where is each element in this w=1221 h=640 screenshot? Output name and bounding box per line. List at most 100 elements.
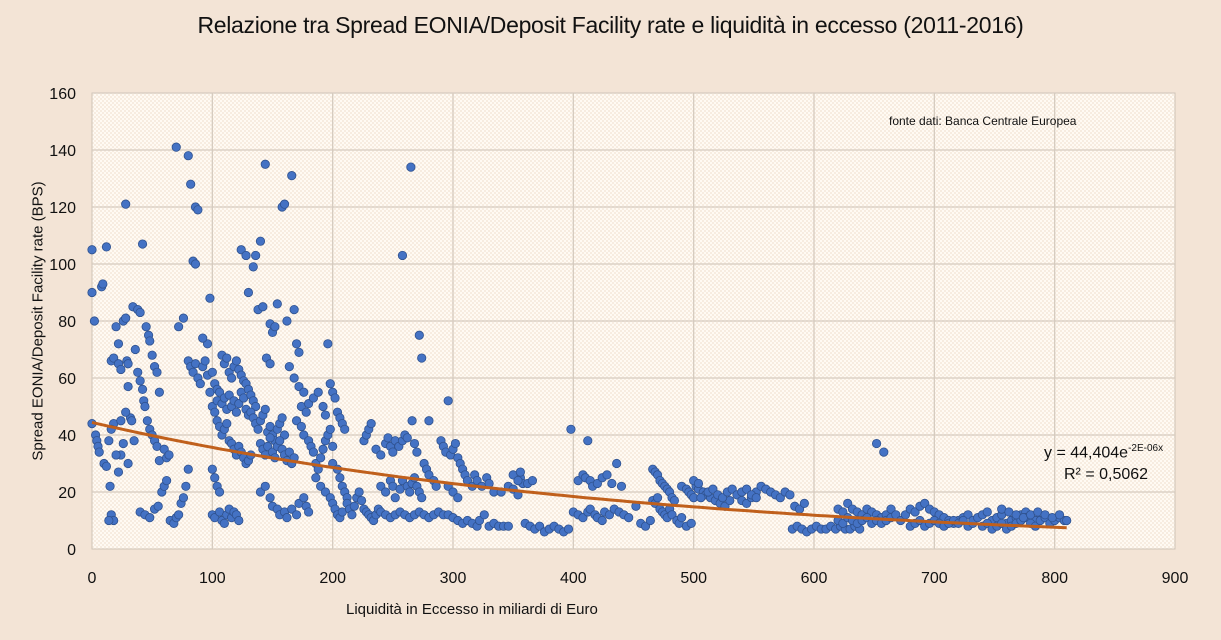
data-point	[335, 473, 345, 483]
data-point	[287, 171, 297, 181]
data-point	[356, 495, 367, 506]
data-point	[289, 304, 299, 315]
data-point	[402, 433, 412, 443]
data-point	[417, 353, 427, 363]
chart-title: Relazione tra Spread EONIA/Deposit Facil…	[197, 12, 1024, 38]
x-tick-label: 200	[319, 570, 346, 587]
y-tick-label: 100	[49, 257, 76, 274]
data-point	[299, 493, 309, 503]
data-point	[583, 436, 593, 446]
data-point	[751, 493, 761, 503]
data-point	[340, 424, 350, 434]
x-tick-label: 0	[88, 570, 97, 587]
data-point	[284, 361, 294, 372]
data-point	[265, 433, 275, 443]
data-point	[174, 510, 184, 520]
data-point	[231, 407, 241, 417]
data-point	[121, 313, 131, 323]
data-point	[123, 359, 133, 369]
x-tick-label: 800	[1041, 570, 1068, 587]
data-point	[453, 493, 463, 503]
data-point	[607, 478, 617, 489]
data-point	[527, 475, 538, 486]
data-point	[325, 424, 335, 434]
data-point	[186, 179, 196, 189]
y-tick-label: 80	[58, 314, 76, 331]
data-point	[265, 359, 275, 369]
data-point	[652, 493, 663, 503]
y-tick-label: 20	[58, 485, 76, 502]
data-point	[87, 245, 97, 255]
data-point	[450, 438, 461, 449]
data-point	[390, 493, 400, 503]
data-point	[296, 421, 306, 432]
data-point	[174, 322, 184, 332]
data-point	[258, 302, 268, 312]
data-point	[135, 307, 145, 318]
data-point	[330, 393, 340, 403]
data-point	[686, 518, 696, 528]
x-tick-label: 400	[560, 570, 587, 587]
data-point	[116, 416, 126, 426]
data-point	[311, 473, 321, 483]
data-point	[133, 367, 143, 377]
trendline-equation: y = 44,404e-2E-06x	[1044, 443, 1163, 462]
data-point	[407, 416, 417, 426]
data-point	[142, 416, 152, 426]
data-point	[253, 424, 263, 434]
data-point	[294, 347, 304, 357]
data-point	[320, 410, 331, 420]
data-point	[409, 438, 420, 449]
data-point	[241, 250, 251, 261]
data-point	[275, 436, 285, 446]
data-point	[118, 438, 128, 449]
data-point	[308, 447, 319, 457]
x-axis-ticks: 0 100 200 300 400 500 600 700 800 900	[88, 570, 1189, 587]
x-tick-label: 100	[199, 570, 226, 587]
data-point	[190, 259, 201, 269]
data-point	[116, 364, 126, 375]
source-annotation: fonte dati: Banca Centrale Europea	[889, 114, 1077, 128]
data-point	[624, 513, 634, 523]
data-point	[1054, 510, 1065, 520]
data-point	[323, 339, 333, 349]
data-point	[1062, 515, 1072, 526]
data-point	[222, 418, 232, 429]
data-point	[515, 467, 525, 477]
x-axis-label: Liquidità in Eccesso in miliardi di Euro	[346, 601, 598, 618]
data-point	[602, 470, 612, 480]
data-point	[303, 507, 314, 517]
data-point	[255, 236, 266, 246]
y-tick-label: 40	[58, 428, 76, 445]
data-point	[612, 458, 622, 469]
data-point	[137, 384, 148, 394]
data-point	[111, 450, 121, 460]
data-point	[405, 487, 415, 497]
data-point	[349, 501, 359, 511]
data-point	[260, 159, 270, 169]
data-point	[145, 513, 155, 523]
data-point	[354, 487, 364, 497]
data-point	[316, 453, 326, 463]
data-point	[98, 279, 108, 289]
data-point	[313, 387, 323, 397]
data-point	[87, 287, 97, 298]
data-point	[503, 521, 513, 531]
x-tick-label: 900	[1162, 570, 1189, 587]
data-point	[210, 407, 220, 417]
data-point	[301, 407, 311, 417]
data-point	[164, 450, 174, 460]
data-point	[94, 447, 104, 457]
data-point	[121, 199, 131, 209]
data-point	[89, 316, 100, 326]
data-point	[183, 464, 193, 474]
data-point	[669, 495, 680, 506]
data-point	[412, 447, 422, 457]
data-point	[162, 475, 172, 486]
data-point	[140, 401, 150, 412]
data-point	[513, 475, 523, 486]
y-tick-label: 160	[49, 86, 76, 103]
data-point	[205, 293, 215, 303]
data-point	[282, 513, 292, 523]
data-point	[113, 467, 124, 477]
